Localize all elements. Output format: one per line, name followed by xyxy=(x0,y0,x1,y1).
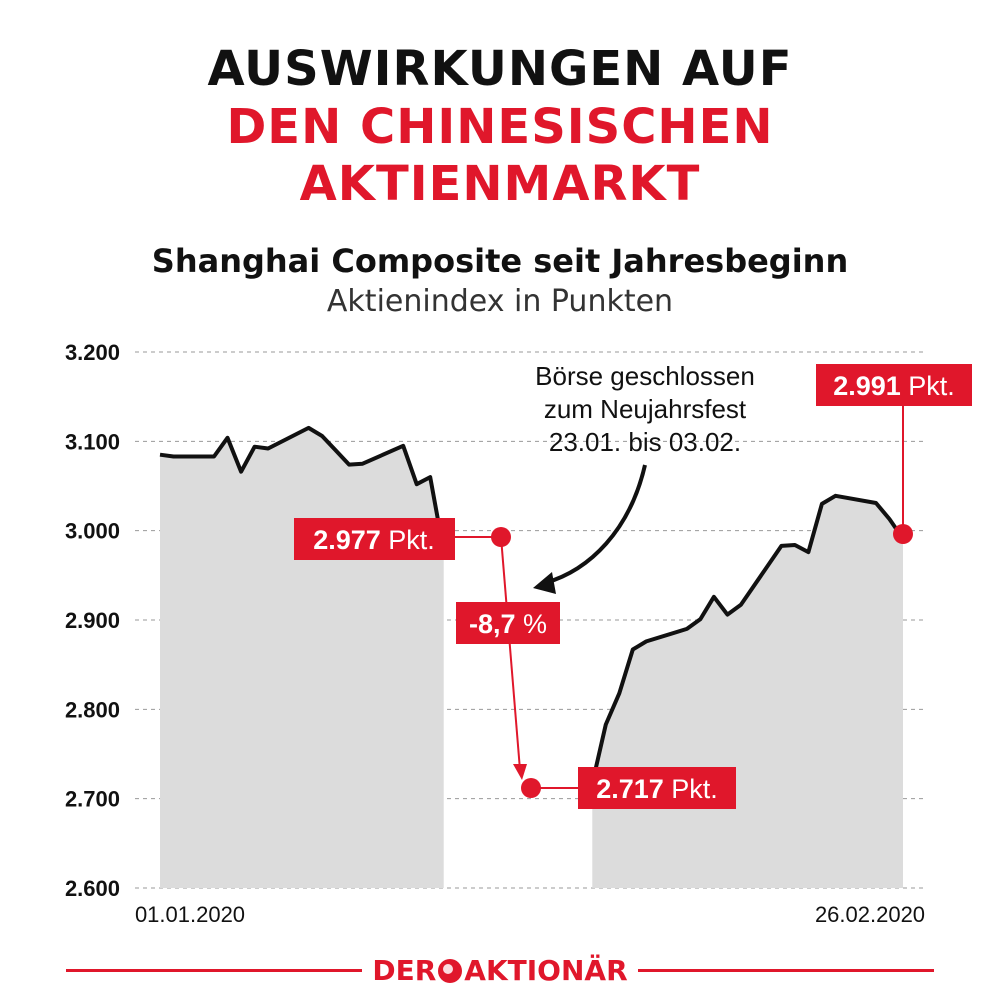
series-area-2 xyxy=(592,495,903,888)
before-label-box xyxy=(294,518,455,560)
before-label: 2.977 Pkt. xyxy=(313,525,435,555)
end-unit: Pkt. xyxy=(908,371,955,401)
headline-line-3: AKTIENMARKT xyxy=(299,156,701,212)
closed-note-line-3: 23.01. bis 03.02. xyxy=(549,427,741,457)
closed-note-arrowhead xyxy=(533,572,556,594)
y-tick-label: 3.200 xyxy=(65,340,120,365)
x-label-end: 26.02.2020 xyxy=(815,902,925,927)
line-layer xyxy=(159,425,905,784)
before-value: 2.977 xyxy=(313,525,381,555)
x-label-start: 01.01.2020 xyxy=(135,902,245,927)
after-unit: Pkt. xyxy=(671,774,718,804)
brand-right: AKTIONÄR xyxy=(464,954,628,987)
change-value: -8,7 xyxy=(469,609,516,639)
closed-note-arrow xyxy=(544,464,647,585)
after-label-box xyxy=(578,767,736,809)
closed-note-line-2: zum Neujahrsfest xyxy=(544,394,747,424)
area-layer xyxy=(160,427,903,888)
end-value: 2.991 xyxy=(833,371,901,401)
drop-connector xyxy=(500,536,521,771)
after-value: 2.717 xyxy=(596,774,664,804)
change-label-box xyxy=(456,602,560,644)
brand-left: DER xyxy=(372,954,437,987)
marker-after-close xyxy=(521,778,541,798)
series-line-1 xyxy=(159,425,446,552)
chart-title: Shanghai Composite seit Jahresbeginn xyxy=(151,242,849,280)
headline-line-2: DEN CHINESISCHEN xyxy=(226,99,774,155)
closed-note-line-1: Börse geschlossen xyxy=(535,361,755,391)
brand-footer: DER AKTIONÄR xyxy=(0,952,1000,988)
globe-icon xyxy=(438,959,463,983)
y-tick-label: 3.000 xyxy=(65,519,120,544)
brand-logo: DER AKTIONÄR xyxy=(0,954,1000,987)
after-label: 2.717 Pkt. xyxy=(596,774,718,804)
y-axis-ticks: 3.200 3.100 3.000 2.900 2.800 2.700 2.600 xyxy=(65,340,120,901)
marker-end xyxy=(893,524,913,544)
before-unit: Pkt. xyxy=(388,525,435,555)
drop-arrowhead xyxy=(513,764,527,780)
series-line-2 xyxy=(590,493,905,784)
y-tick-label: 2.900 xyxy=(65,608,120,633)
marker-before-close xyxy=(491,527,511,547)
end-label: 2.991 Pkt. xyxy=(833,371,955,401)
change-label: -8,7 % xyxy=(469,609,547,639)
end-label-box xyxy=(816,364,972,406)
change-unit: % xyxy=(523,609,547,639)
headline-line-1: AUSWIRKUNGEN AUF xyxy=(207,41,793,97)
chart-subtitle: Aktienindex in Punkten xyxy=(326,284,674,319)
y-tick-label: 3.100 xyxy=(65,429,120,454)
y-tick-label: 2.600 xyxy=(65,876,120,901)
y-tick-label: 2.800 xyxy=(65,697,120,722)
y-tick-label: 2.700 xyxy=(65,787,120,812)
series-area-1 xyxy=(160,427,444,888)
